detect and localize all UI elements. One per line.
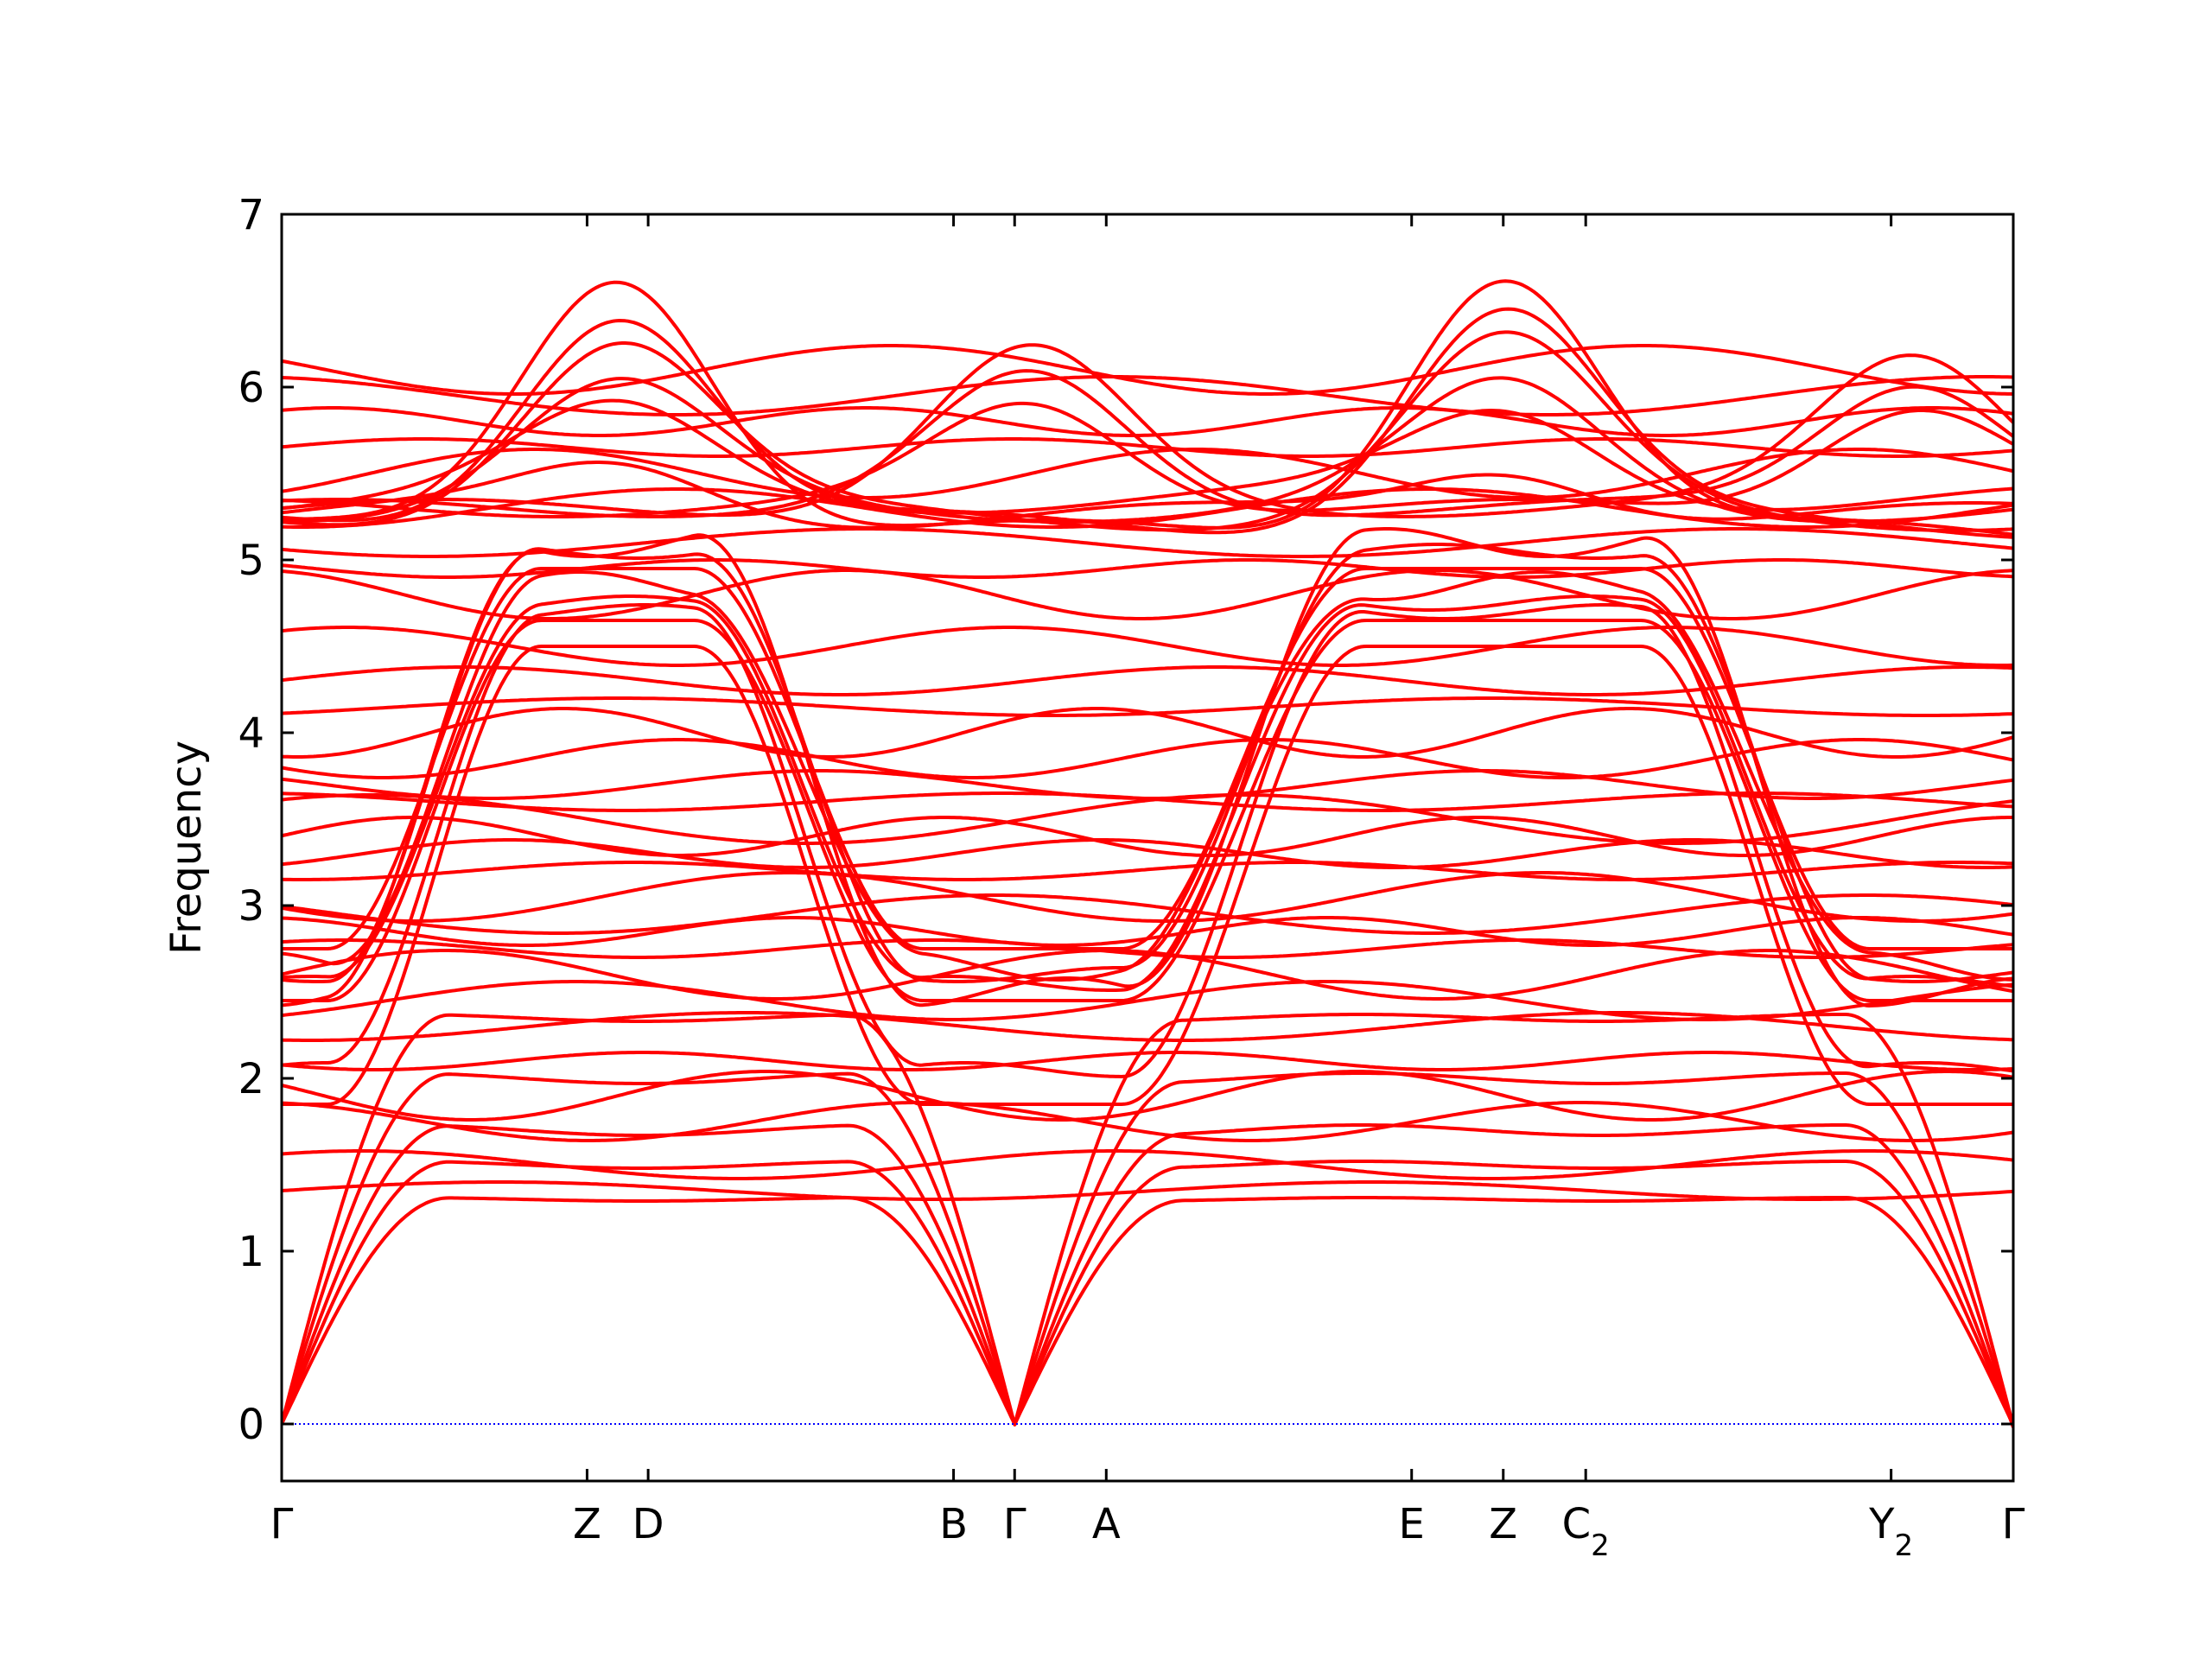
optical-band-line xyxy=(282,1180,2013,1201)
plot-frame xyxy=(280,213,2015,1483)
band-lines xyxy=(282,279,2013,1428)
upper-band-line xyxy=(282,369,2013,518)
y-tick-label: 0 xyxy=(238,1401,264,1449)
upper-band-line xyxy=(282,461,2013,530)
k-point-label: C2 xyxy=(1562,1500,1610,1563)
optical-band-line xyxy=(282,1101,2013,1142)
optical-band-line xyxy=(282,569,2013,620)
cosine-band-line xyxy=(282,543,2013,983)
optical-band-line xyxy=(282,487,2013,529)
k-point-label: Γ xyxy=(270,1500,294,1548)
x-axis-ticks: Γ Z D B Γ A E Z C2 Y2 Γ xyxy=(270,214,2025,1563)
acoustic-band-line xyxy=(282,1123,2013,1428)
y-tick-label: 6 xyxy=(238,364,264,412)
acoustic-band-line xyxy=(282,1196,2013,1427)
k-point-label: Γ xyxy=(2002,1500,2025,1548)
y-tick-label: 5 xyxy=(238,537,264,585)
optical-band-line xyxy=(282,816,2013,857)
optical-band-line xyxy=(282,1070,2013,1122)
k-point-label: A xyxy=(1092,1500,1121,1548)
cosine-band-line xyxy=(282,619,2013,1002)
upper-band-line xyxy=(282,343,2013,518)
y-axis-title: Frequency xyxy=(162,741,211,955)
k-point-label: Γ xyxy=(1003,1500,1027,1548)
optical-band-line xyxy=(282,696,2013,717)
k-point-label: Y2 xyxy=(1868,1500,1913,1563)
k-point-label: Z xyxy=(573,1500,601,1548)
y-tick-label: 7 xyxy=(238,191,264,239)
optical-band-line xyxy=(282,1051,2013,1071)
optical-band-line xyxy=(282,861,2013,881)
cosine-band-line xyxy=(282,527,2013,1007)
y-tick-label: 2 xyxy=(238,1055,264,1103)
k-point-label: Z xyxy=(1489,1500,1517,1548)
optical-band-line xyxy=(282,448,2013,499)
optical-band-line xyxy=(282,1149,2013,1180)
upper-band-line xyxy=(282,401,2013,518)
optical-band-line xyxy=(282,527,2013,558)
y-tick-label: 3 xyxy=(238,882,264,931)
optical-band-line xyxy=(282,980,2013,1021)
y-tick-label: 4 xyxy=(238,709,264,758)
y-axis-ticks: 0 1 2 3 4 5 6 7 xyxy=(238,191,2013,1449)
optical-band-line xyxy=(282,406,2013,437)
acoustic-band-line xyxy=(282,1071,2013,1428)
y-tick-label: 1 xyxy=(238,1228,264,1276)
optical-band-line xyxy=(282,665,2013,696)
cosine-band-line xyxy=(282,603,2013,1078)
upper-band-line xyxy=(282,330,2013,532)
optical-band-line xyxy=(282,626,2013,667)
optical-band-line xyxy=(282,558,2013,579)
optical-band-line xyxy=(282,738,2013,779)
upper-band-line xyxy=(282,398,2013,515)
optical-band-line xyxy=(282,1011,2013,1042)
k-point-label: D xyxy=(632,1500,664,1548)
optical-band-line xyxy=(282,938,2013,959)
optical-band-line xyxy=(282,344,2013,396)
optical-band-line xyxy=(282,916,2013,947)
k-point-label: E xyxy=(1399,1500,1425,1548)
optical-band-line xyxy=(282,871,2013,923)
cosine-band-line xyxy=(282,645,2013,1106)
optical-band-line xyxy=(282,769,2013,800)
k-point-label: B xyxy=(939,1500,968,1548)
upper-band-line xyxy=(282,279,2013,537)
optical-band-line xyxy=(282,893,2013,935)
